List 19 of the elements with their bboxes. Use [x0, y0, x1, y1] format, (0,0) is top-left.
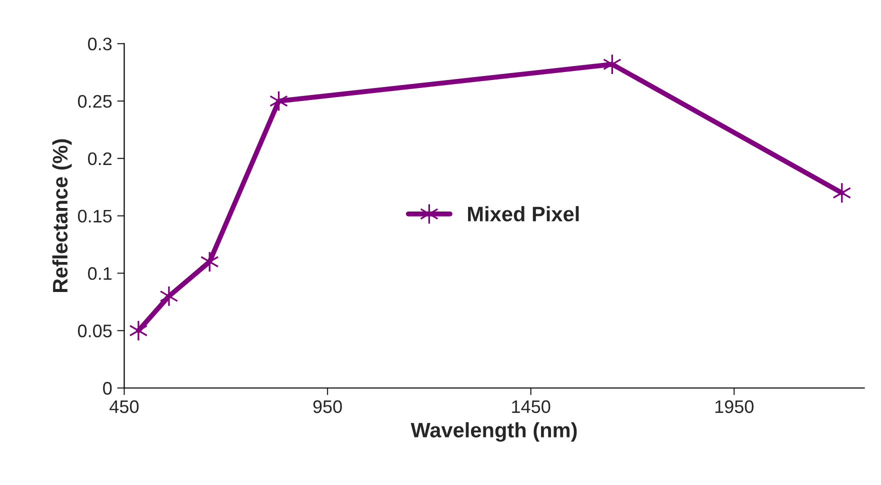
- y-tick-label: 0.05: [78, 324, 112, 338]
- y-tick-label: 0: [103, 382, 112, 395]
- point: [129, 320, 148, 342]
- y-tick-label: 0.1: [88, 267, 112, 280]
- x-tick-label: 950: [313, 400, 342, 414]
- legend-label: Mixed Pixel: [468, 206, 579, 222]
- y-tick-label: 0.3: [88, 38, 112, 50]
- y-tick-label: 0.25: [78, 94, 112, 108]
- point: [832, 182, 852, 204]
- x-axis-title: Wavelength (nm): [410, 422, 577, 442]
- x-tick-label: 1950: [715, 400, 754, 414]
- point: [602, 54, 622, 75]
- y-axis-title: Reflectance (%): [52, 139, 72, 292]
- y-tick-label: 0.15: [78, 210, 112, 223]
- y-tick-label: 0.2: [88, 152, 112, 166]
- x-tick-label: 1450: [512, 400, 550, 414]
- point: [160, 286, 178, 307]
- x-tick-label: 450: [110, 400, 139, 414]
- point: [269, 90, 288, 112]
